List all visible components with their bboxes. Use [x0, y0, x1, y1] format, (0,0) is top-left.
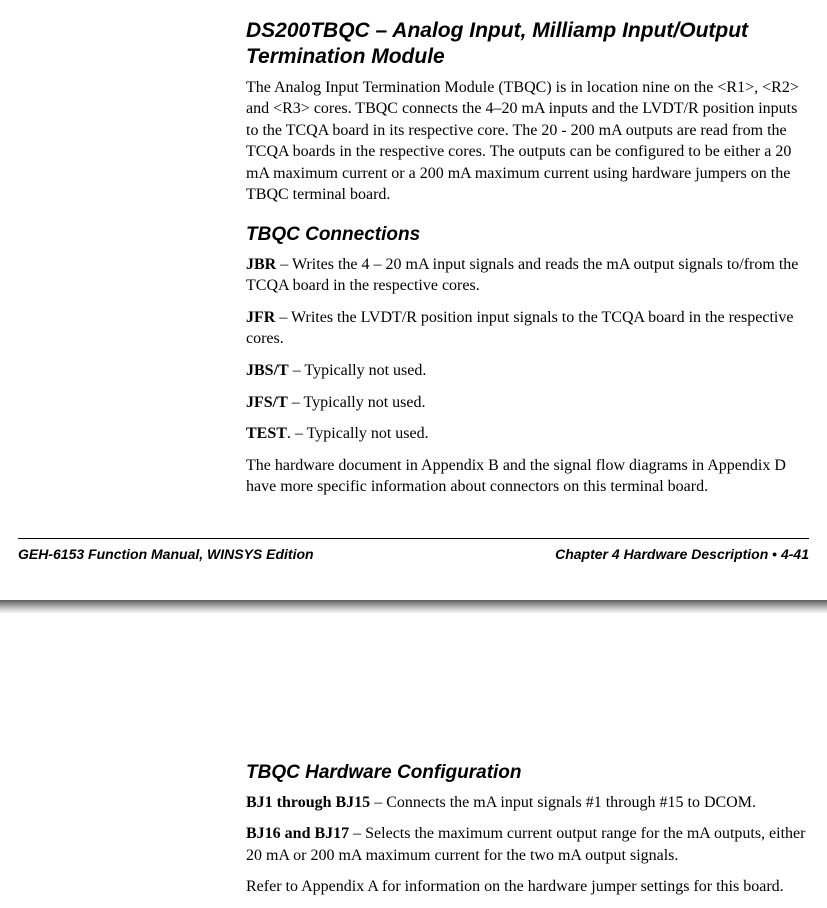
page2-top-space [0, 614, 827, 744]
entry-sep: – [275, 309, 291, 326]
page-1: DS200TBQC – Analog Input, Milliamp Input… [0, 18, 827, 614]
entry-label: JFS/T [246, 394, 288, 411]
page-footer: GEH-6153 Function Manual, WINSYS Edition… [0, 543, 827, 564]
entry-label: JBR [246, 256, 276, 273]
page-gap [0, 564, 827, 600]
hwconfig-entry: BJ16 and BJ17 – Selects the maximum curr… [246, 823, 807, 866]
entry-label: BJ1 through BJ15 [246, 794, 370, 811]
intro-paragraph: The Analog Input Termination Module (TBQ… [246, 77, 807, 207]
connection-entry: JBR – Writes the 4 – 20 mA input signals… [246, 254, 807, 297]
entry-sep: – [349, 825, 365, 842]
entry-sep: . – [287, 425, 307, 442]
entry-sep: – [289, 362, 305, 379]
connection-entry: JFR – Writes the LVDT/R position input s… [246, 307, 807, 350]
section-tbqc-hw-config-title: TBQC Hardware Configuration [246, 760, 807, 786]
entry-sep: – [276, 256, 292, 273]
entry-text: Connects the mA input signals #1 through… [386, 794, 756, 811]
page-shadow [0, 600, 827, 614]
entry-label: JFR [246, 309, 275, 326]
section-tbqc-connections-title: TBQC Connections [246, 222, 807, 248]
connection-entry: TEST. – Typically not used. [246, 423, 807, 445]
entry-text: Writes the 4 – 20 mA input signals and r… [246, 256, 798, 295]
connection-entry: JFS/T – Typically not used. [246, 392, 807, 414]
entry-sep: – [370, 794, 386, 811]
entry-label: TEST [246, 425, 287, 442]
entry-text: Writes the LVDT/R position input signals… [246, 309, 793, 348]
entry-text: Typically not used. [307, 425, 429, 442]
entry-text: Typically not used. [304, 394, 426, 411]
entry-label: BJ16 and BJ17 [246, 825, 349, 842]
footer-right-prefix: Chapter 4 Hardware Description [555, 546, 772, 562]
footer-left: GEH-6153 Function Manual, WINSYS Edition [18, 545, 314, 564]
content-block-1: DS200TBQC – Analog Input, Milliamp Input… [246, 18, 807, 498]
footer-rule [18, 538, 809, 539]
entry-label: JBS/T [246, 362, 289, 379]
footer-right-suffix: 4-41 [777, 546, 809, 562]
entry-text: Typically not used. [304, 362, 426, 379]
footer-right: Chapter 4 Hardware Description • 4-41 [555, 545, 809, 564]
hwconfig-entry: BJ1 through BJ15 – Connects the mA input… [246, 792, 807, 814]
entry-sep: – [288, 394, 304, 411]
connection-entry: JBS/T – Typically not used. [246, 360, 807, 382]
closing-paragraph: The hardware document in Appendix B and … [246, 455, 807, 498]
main-title: DS200TBQC – Analog Input, Milliamp Input… [246, 18, 807, 71]
page-2: TBQC Hardware Configuration BJ1 through … [0, 614, 827, 898]
content-block-2: TBQC Hardware Configuration BJ1 through … [246, 760, 807, 898]
